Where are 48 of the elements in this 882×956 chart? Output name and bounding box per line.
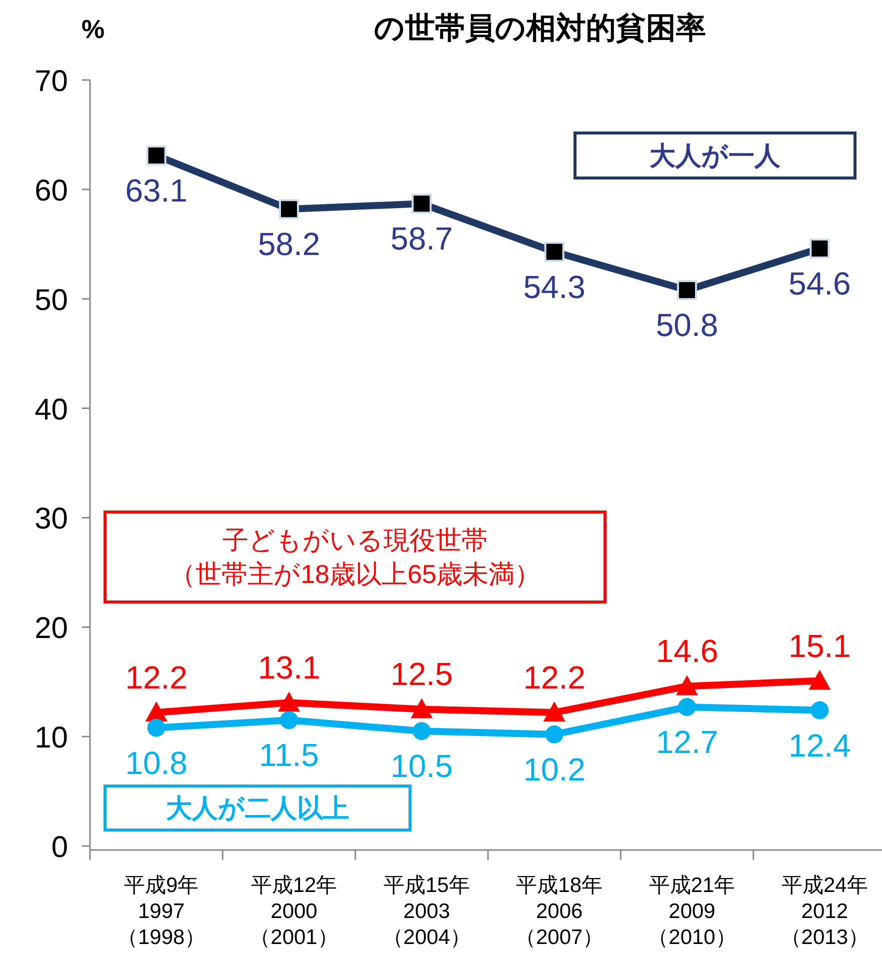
text: 大人が二人以上 [166, 793, 349, 823]
data-label: 12.2 [523, 659, 586, 696]
data-label: 50.8 [656, 307, 718, 344]
data-label: 12.4 [788, 727, 851, 764]
chart-title: の世帯員の相対的貧困率 [374, 11, 706, 45]
data-label: 14.6 [656, 633, 718, 670]
y-tick-label: 40 [34, 393, 68, 426]
y-tick-label: 30 [34, 502, 68, 536]
data-label: 15.1 [788, 628, 851, 664]
data-label: 12.2 [125, 659, 188, 696]
data-label: 12.7 [656, 724, 718, 760]
y-axis-title: % [81, 14, 105, 44]
data-label: 54.3 [523, 268, 586, 305]
text: 大人が一人 [650, 140, 782, 170]
y-tick-label: 10 [34, 722, 68, 755]
point [280, 711, 298, 730]
x-tick-label: 平成9年 1997 （1998） [116, 874, 206, 949]
y-tick-label: 20 [34, 612, 68, 646]
data-label: 63.1 [125, 172, 188, 209]
point [676, 675, 698, 696]
x-tick-label: 平成18年 2006 （2007） [514, 874, 604, 949]
data-label: 54.6 [788, 266, 851, 302]
y-tick-label: 50 [34, 284, 68, 317]
point [545, 725, 564, 744]
data-label: 10.2 [523, 751, 586, 788]
point [410, 698, 433, 718]
data-label: 58.2 [258, 226, 320, 262]
x-tick-label: 平成24年 2012 （2013） [780, 874, 870, 949]
point [808, 670, 831, 690]
point [810, 701, 829, 720]
data-label: 10.8 [125, 744, 188, 781]
point [278, 692, 300, 712]
y-tick-label: 70 [34, 65, 68, 98]
x-tick-label: 平成12年 2000 （2001） [250, 874, 338, 949]
point [147, 718, 166, 737]
text: 子どもがいる現役世帯（世帯主が18歳以上65歳未満） [170, 525, 540, 589]
data-label: 12.5 [390, 656, 453, 692]
y-tick-label: 60 [34, 174, 68, 208]
point [678, 698, 696, 716]
data-label: 13.1 [258, 650, 320, 686]
data-label: 10.5 [390, 748, 453, 784]
point [543, 701, 566, 722]
point [412, 722, 431, 740]
x-tick-label: 平成15年 2003 （2004） [382, 874, 472, 949]
y-tick-label: 0 [51, 831, 68, 864]
data-label: 11.5 [259, 737, 319, 774]
data-label: 58.7 [390, 220, 453, 257]
x-tick-label: 平成21年 2009 （2010） [648, 874, 736, 949]
